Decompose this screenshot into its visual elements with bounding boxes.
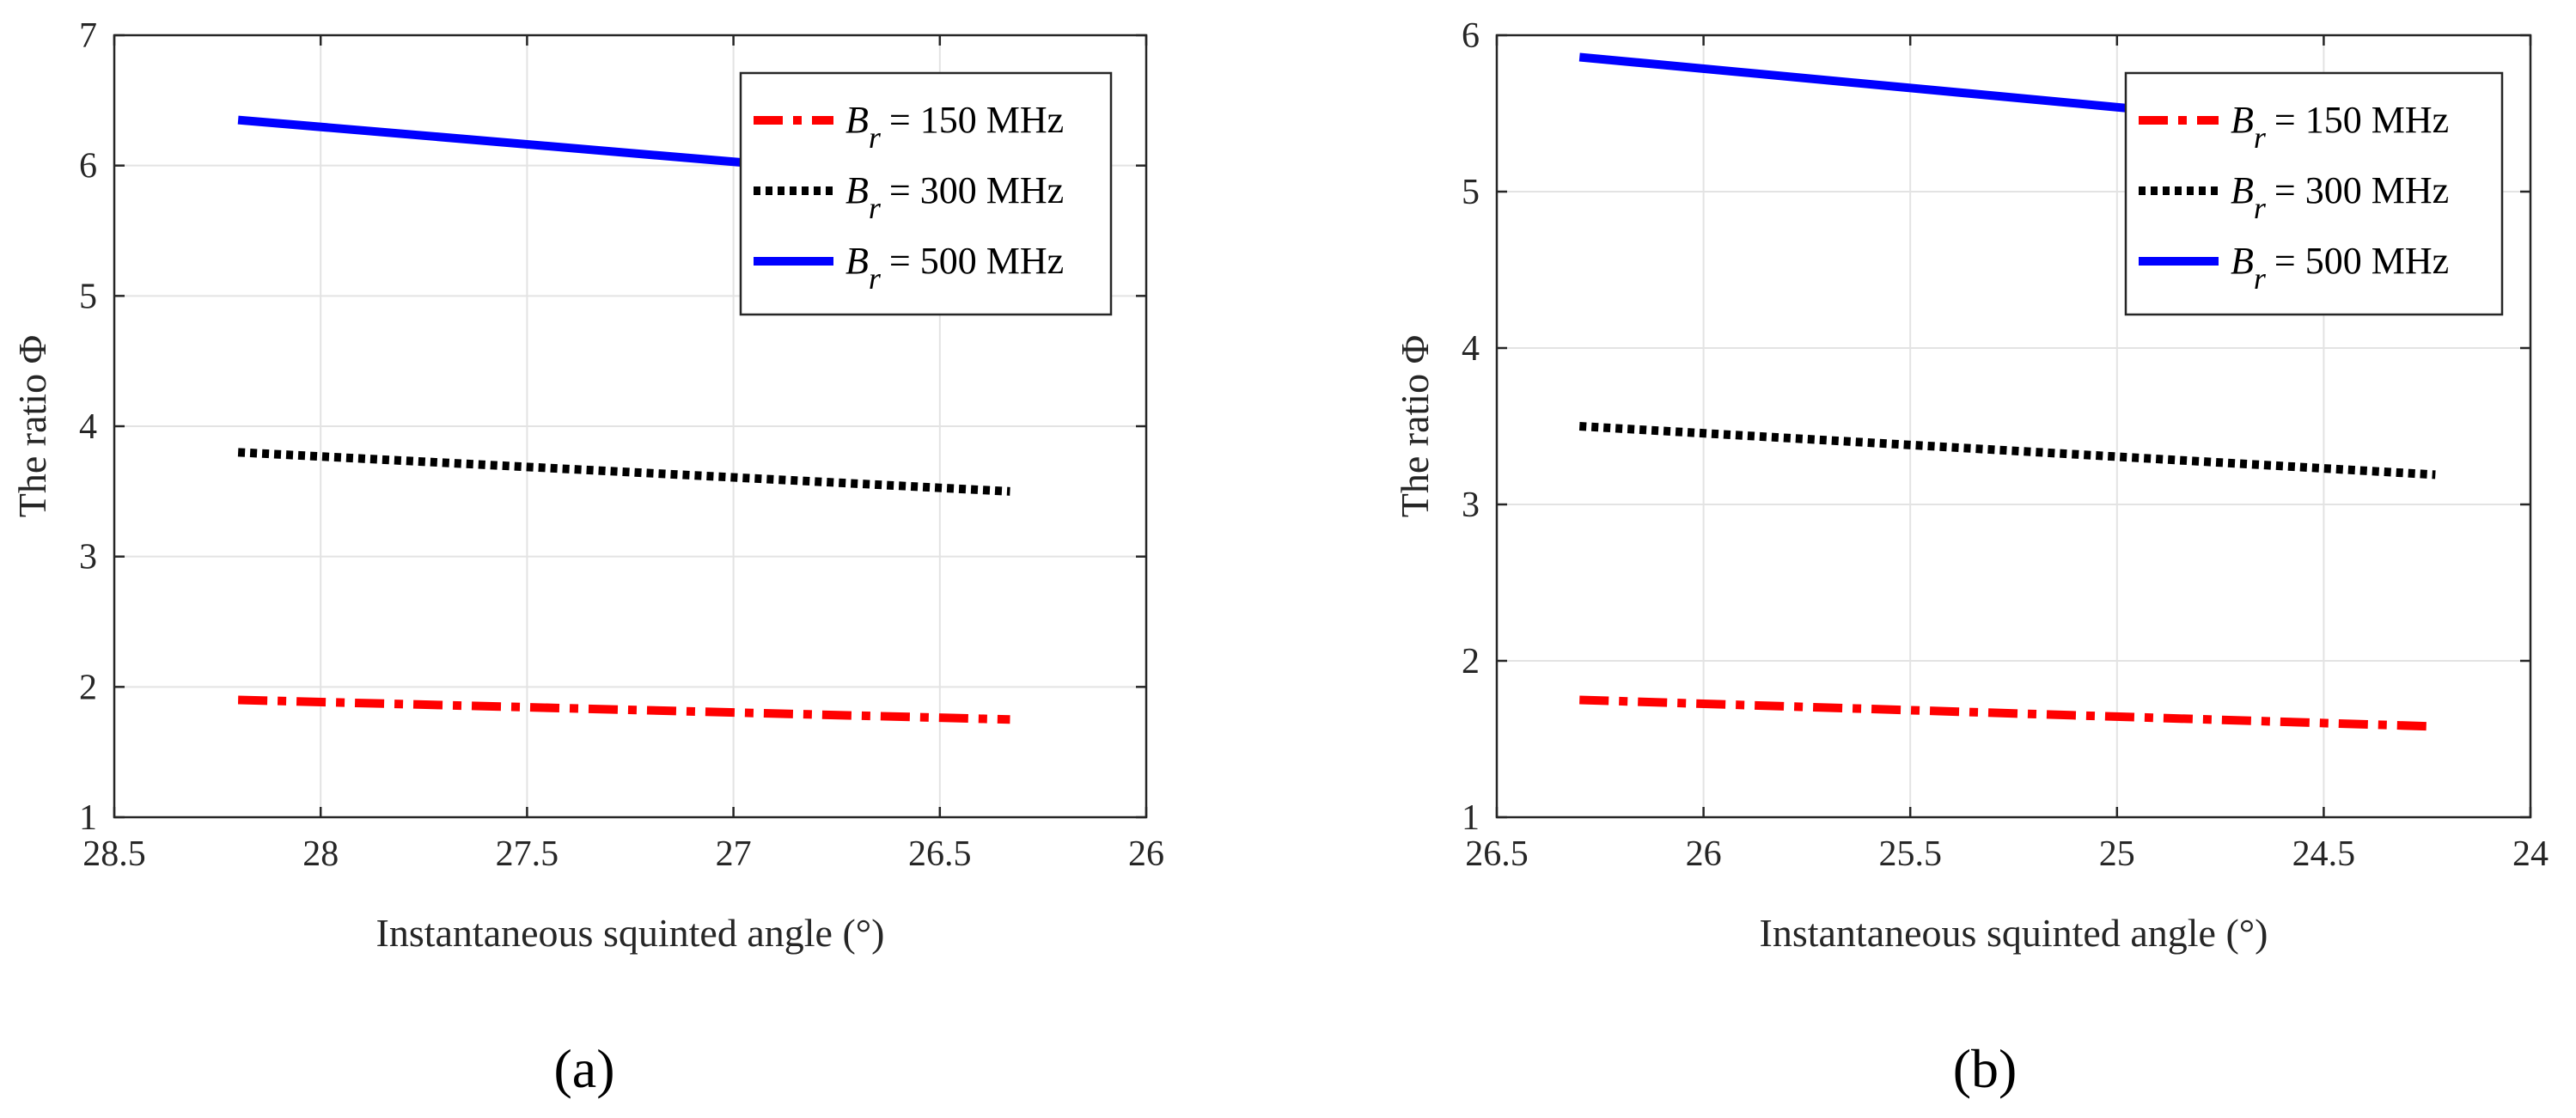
legend-entry-3: Br = 500 MHz: [845, 240, 1064, 296]
x-tick-label: 27.5: [496, 834, 559, 874]
legend-rest: = 300 MHz: [2274, 169, 2449, 211]
x-tick-label: 28: [302, 834, 339, 874]
x-tick-label: 27: [716, 834, 752, 874]
legend-rest: = 150 MHz: [889, 99, 1064, 141]
x-tick-label: 25: [2099, 834, 2135, 874]
panel-label: (a): [553, 1038, 614, 1099]
legend-sub: r: [2254, 120, 2267, 155]
y-axis-label: The ratio Φ: [1393, 335, 1437, 517]
legend-var: B: [845, 99, 869, 141]
x-tick-label: 28.5: [82, 834, 146, 874]
series-line-1: [237, 695, 1010, 724]
legend-entry-1: Br = 150 MHz: [845, 99, 1064, 155]
legend-entry-2: Br = 300 MHz: [2231, 169, 2449, 225]
legend-rest: = 500 MHz: [2274, 240, 2449, 282]
y-tick-label: 3: [79, 538, 97, 577]
legend-entry-2: Br = 300 MHz: [845, 169, 1064, 225]
legend-sub: r: [869, 261, 882, 296]
legend-entry-3: Br = 500 MHz: [2231, 240, 2449, 296]
y-tick-label: 1: [79, 798, 97, 838]
x-tick-label: 26: [1128, 834, 1164, 874]
y-tick-label: 5: [1462, 173, 1480, 212]
series-line-2: [1578, 422, 2436, 480]
x-tick-label: 26: [1686, 834, 1722, 874]
legend-var: B: [2231, 169, 2254, 211]
y-tick-label: 1: [1462, 798, 1480, 838]
y-tick-label: 5: [79, 277, 97, 316]
x-axis-label: Instantaneous squinted angle (°): [376, 911, 885, 955]
legend-entry-1: Br = 150 MHz: [2231, 99, 2449, 155]
legend-sub: r: [869, 191, 882, 225]
legend-sub: r: [869, 120, 882, 155]
x-tick-label: 24: [2512, 834, 2549, 874]
legend-var: B: [2231, 99, 2254, 141]
series-line-1: [1579, 695, 2436, 731]
y-tick-label: 6: [79, 147, 97, 186]
y-tick-label: 3: [1462, 486, 1480, 525]
legend-sub: r: [2254, 261, 2267, 296]
legend-rest: = 500 MHz: [889, 240, 1064, 282]
y-tick-label: 4: [1462, 329, 1480, 369]
x-tick-label: 24.5: [2292, 834, 2356, 874]
chart-panel-a: 28.5 28 27.5 27 26.5 26 1 2 3 4 5 6 7 Instantaneous s…: [10, 16, 1164, 1099]
x-tick-label: 25.5: [1878, 834, 1942, 874]
y-tick-label: 7: [79, 16, 97, 56]
y-axis-label: The ratio Φ: [10, 335, 54, 517]
chart-panel-b: 26.5 26 25.5 25 24.5 24 1 2 3 4 5 6 Instantaneous sq…: [1393, 16, 2549, 1099]
x-tick-label: 26.5: [908, 834, 972, 874]
legend-var: B: [2231, 240, 2254, 282]
plot-area-border: [1495, 34, 2532, 819]
series-line-2: [237, 448, 1010, 496]
x-tick-label: 26.5: [1465, 834, 1529, 874]
y-tick-label: 6: [1462, 16, 1480, 56]
legend-sub: r: [2254, 191, 2267, 225]
panel-label: (b): [1953, 1038, 2017, 1099]
y-tick-label: 4: [79, 407, 97, 447]
legend-var: B: [845, 240, 869, 282]
legend-rest: = 300 MHz: [889, 169, 1064, 211]
y-tick-label: 2: [1462, 642, 1480, 681]
y-tick-label: 2: [79, 668, 97, 707]
legend-var: B: [845, 169, 869, 211]
legend-rest: = 150 MHz: [2274, 99, 2449, 141]
x-axis-label: Instantaneous squinted angle (°): [1760, 911, 2268, 955]
